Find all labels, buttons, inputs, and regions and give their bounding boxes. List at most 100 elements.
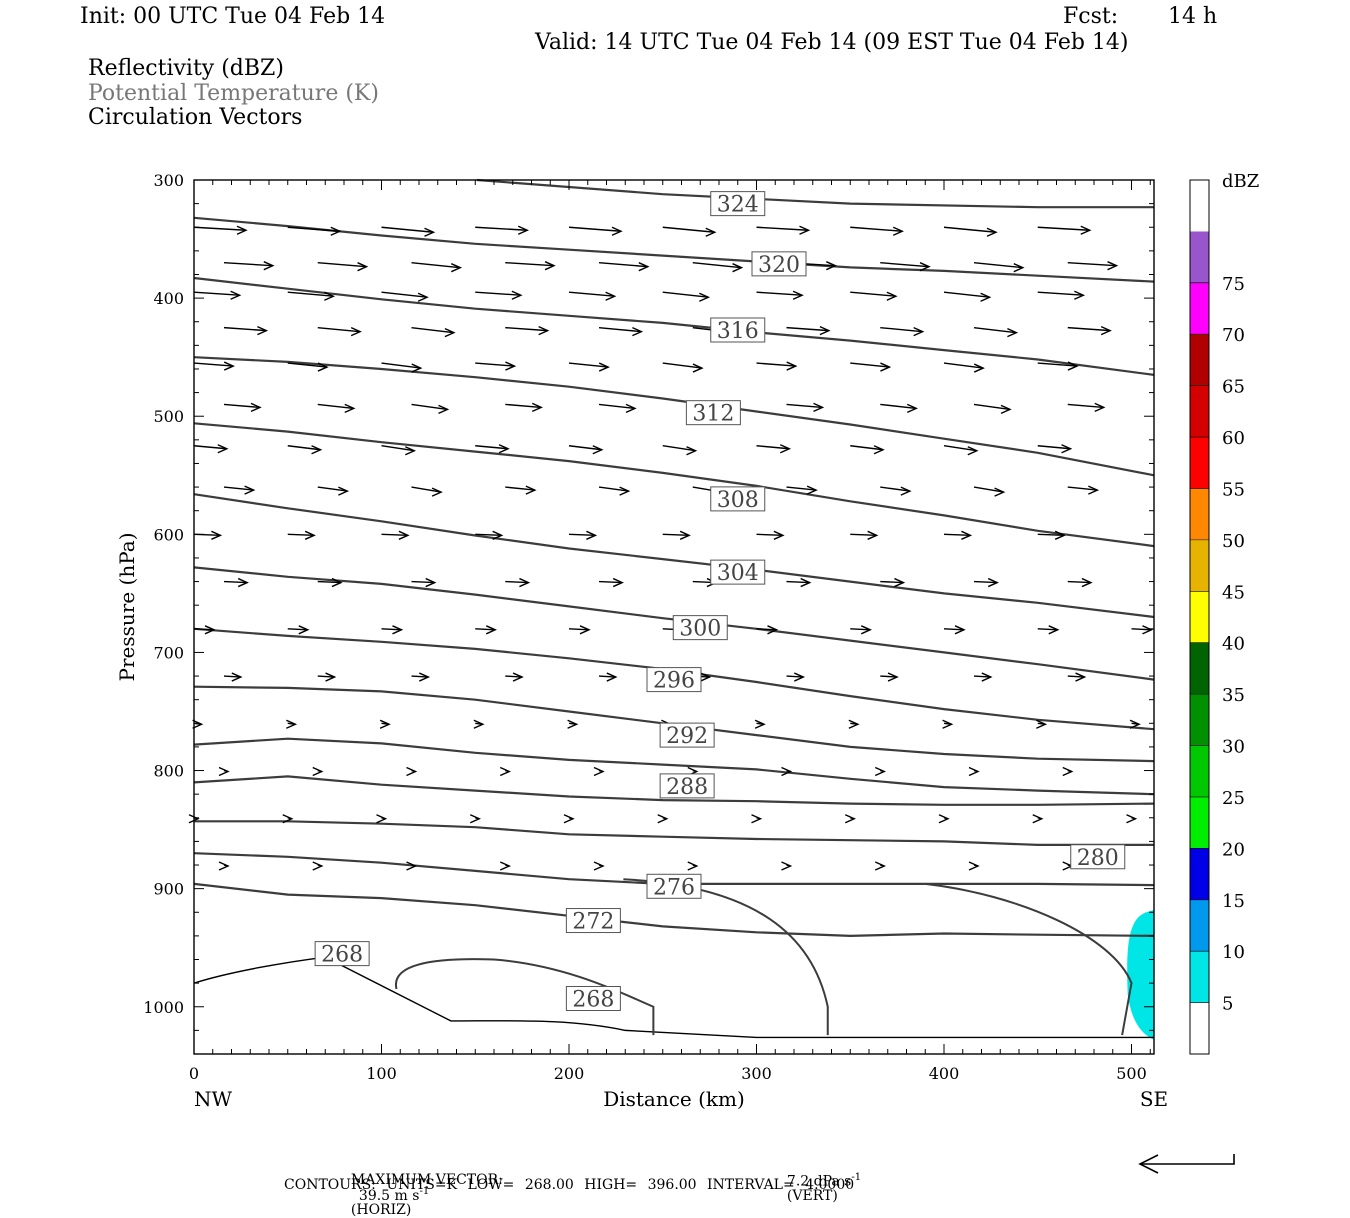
circulation-vector bbox=[973, 403, 1011, 411]
circulation-vector-head bbox=[218, 766, 230, 777]
x-tick-label: 400 bbox=[929, 1064, 960, 1083]
y-tick-label: 1000 bbox=[143, 998, 184, 1017]
circulation-vector bbox=[193, 445, 227, 450]
circulation-vector-head bbox=[605, 291, 617, 301]
circulation-vector-head bbox=[880, 362, 892, 372]
colorbar-label: 25 bbox=[1222, 788, 1245, 809]
circulation-vector bbox=[850, 445, 884, 451]
circulation-vector-head bbox=[619, 486, 631, 496]
circulation-vector-head bbox=[874, 861, 886, 871]
circulation-vector bbox=[411, 675, 429, 678]
circulation-vector-head bbox=[692, 363, 704, 373]
max-horiz-tag: (HORIZ) bbox=[350, 1201, 412, 1218]
circulation-vector bbox=[786, 403, 823, 409]
circulation-vector bbox=[1037, 226, 1090, 231]
circulation-vector-head bbox=[625, 403, 637, 414]
circulation-vector-head bbox=[563, 814, 575, 824]
circulation-vector-head bbox=[444, 327, 456, 338]
theta-contour-288 bbox=[193, 737, 1155, 796]
legend-reflectivity: Reflectivity (dBZ) bbox=[88, 56, 284, 81]
circulation-vector-head bbox=[844, 814, 856, 824]
circulation-vector-head bbox=[786, 361, 798, 371]
y-tick-label: 700 bbox=[153, 643, 184, 662]
circulation-vector-head bbox=[806, 485, 818, 495]
circulation-vector-head bbox=[1036, 719, 1048, 729]
contour-label: 268 bbox=[321, 943, 363, 968]
circulation-vector bbox=[317, 403, 354, 410]
circulation-vector bbox=[598, 580, 623, 584]
circulation-vector-head bbox=[425, 577, 437, 588]
max-horiz-value: 39.5 m s bbox=[358, 1187, 420, 1204]
circulation-vector bbox=[662, 362, 703, 369]
circulation-vector bbox=[505, 580, 529, 584]
circulation-vector-head bbox=[986, 227, 998, 237]
colorbar-label: 55 bbox=[1222, 479, 1245, 500]
circulation-vector bbox=[317, 326, 361, 333]
colorbar-label: 5 bbox=[1222, 994, 1233, 1015]
contour-label: 320 bbox=[758, 253, 800, 278]
circulation-vector-head bbox=[1062, 766, 1074, 777]
theta-contour-300 bbox=[193, 566, 1155, 681]
circulation-vector bbox=[598, 326, 642, 333]
circulation-vector-head bbox=[1075, 672, 1087, 682]
circulation-vector bbox=[1067, 486, 1098, 491]
reference-vector-icon bbox=[1138, 1154, 1235, 1174]
circulation-vector-head bbox=[244, 485, 256, 495]
circulation-vector-head bbox=[1013, 263, 1025, 273]
circulation-vector-head bbox=[751, 814, 763, 824]
circulation-vector-head bbox=[1054, 530, 1066, 540]
circulation-vector bbox=[287, 445, 321, 451]
circulation-vector bbox=[880, 486, 910, 492]
circulation-vector bbox=[880, 261, 930, 268]
circulation-vector-head bbox=[1126, 814, 1138, 824]
contour-label-box bbox=[672, 615, 728, 641]
theta-contour-272-east bbox=[925, 882, 1133, 1036]
circulation-vector-head bbox=[967, 446, 979, 456]
circulation-vector bbox=[381, 533, 408, 537]
circulation-vector bbox=[568, 291, 615, 297]
colorbar-label: 70 bbox=[1222, 325, 1245, 346]
circulation-vector-head bbox=[819, 325, 831, 336]
circulation-vector bbox=[223, 580, 248, 584]
circulation-vector-head bbox=[312, 766, 324, 777]
circulation-vector bbox=[662, 291, 709, 298]
circulation-vector-head bbox=[424, 227, 436, 237]
circulation-vector-head bbox=[942, 719, 954, 729]
circulation-vector-head bbox=[606, 672, 618, 682]
circulation-vector-head bbox=[780, 444, 792, 454]
forecast-hour: 14 h bbox=[1168, 4, 1218, 29]
circulation-vector-head bbox=[894, 577, 906, 588]
x-tick-label: 0 bbox=[189, 1064, 199, 1083]
circulation-vector-head bbox=[700, 672, 712, 682]
theta-contour-268-ground bbox=[193, 956, 1154, 1039]
contour-label-box bbox=[646, 873, 702, 899]
circulation-vector-head bbox=[330, 226, 342, 236]
circulation-vector-head bbox=[1094, 402, 1106, 413]
circulation-vector-head bbox=[968, 766, 980, 777]
circulation-vector bbox=[411, 261, 461, 269]
circulation-vector bbox=[568, 533, 596, 537]
circulation-vector-head bbox=[593, 861, 605, 871]
circulation-vector-head bbox=[451, 263, 463, 273]
circulation-vector-head bbox=[887, 672, 899, 682]
circulation-vector-head bbox=[1080, 225, 1092, 235]
circulation-vector bbox=[411, 326, 454, 334]
circulation-vector bbox=[662, 445, 696, 452]
endpoint-left: NW bbox=[194, 1087, 233, 1111]
circulation-vector-head bbox=[1048, 625, 1060, 635]
circulation-vector-head bbox=[286, 719, 298, 729]
circulation-vector bbox=[287, 628, 308, 631]
circulation-vector-head bbox=[282, 814, 294, 824]
legend-theta: Potential Temperature (K) bbox=[88, 81, 379, 106]
circulation-vector bbox=[943, 628, 965, 631]
contour-label-box bbox=[710, 191, 766, 217]
circulation-vector-head bbox=[919, 262, 931, 272]
contour-label-box bbox=[565, 908, 621, 934]
circulation-vector bbox=[786, 580, 810, 584]
circulation-vector bbox=[1067, 403, 1104, 409]
contour-label-box bbox=[751, 251, 807, 277]
max-vector-label: MAXIMUM VECTOR: bbox=[350, 1172, 503, 1188]
theta-contour-272 bbox=[193, 882, 1155, 938]
circulation-vector-head bbox=[612, 577, 624, 588]
circulation-vector-head bbox=[517, 225, 529, 235]
